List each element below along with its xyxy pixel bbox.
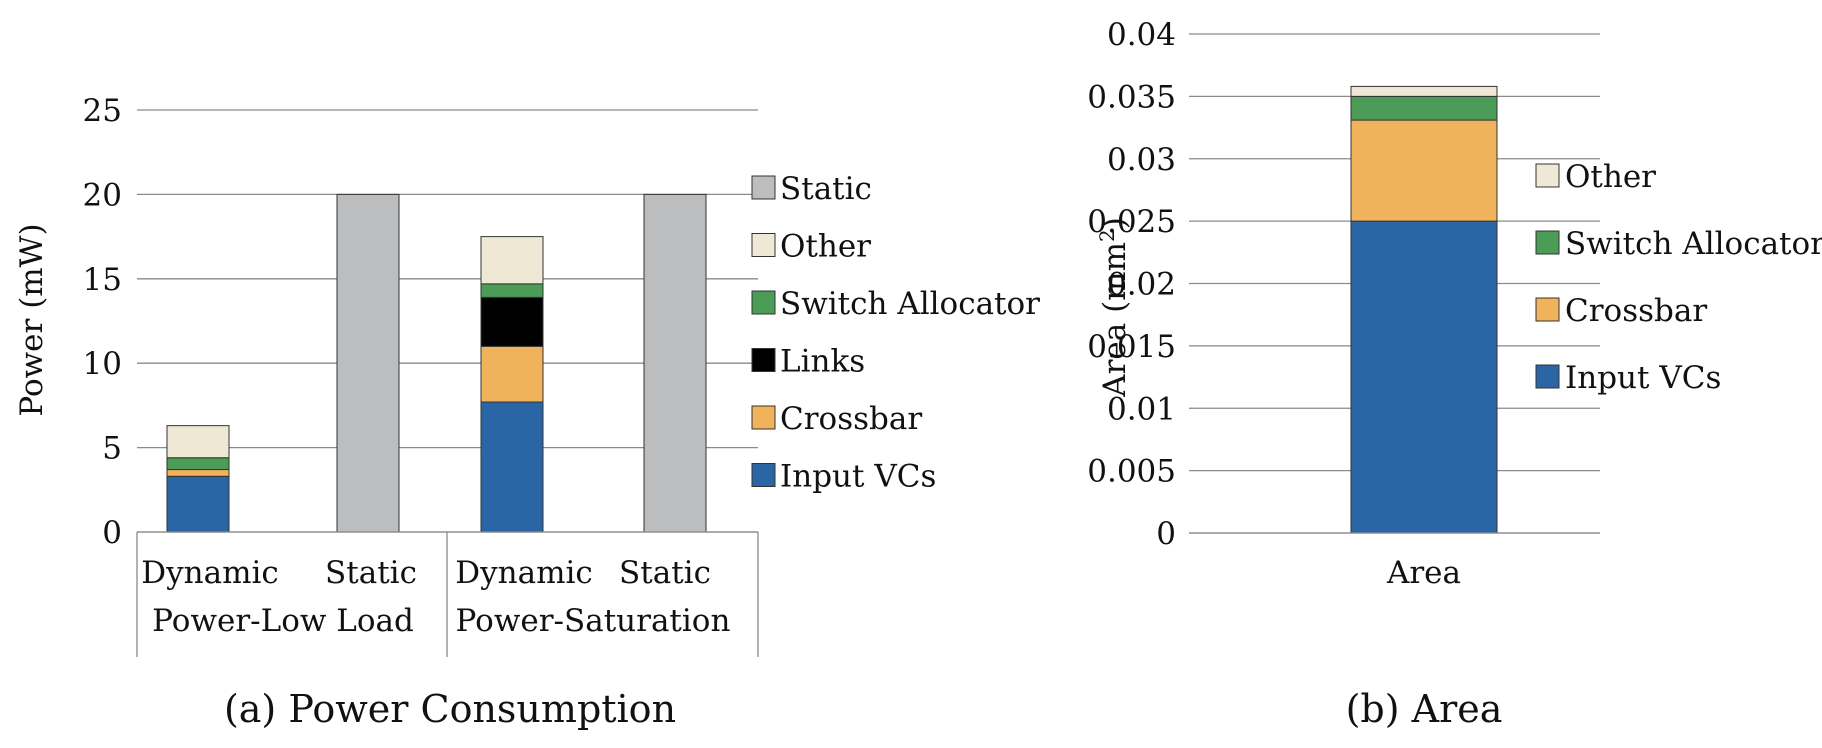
y-tick-label: 0.02 xyxy=(1107,267,1176,303)
bar-segment-other xyxy=(480,236,544,285)
bar-segment-switch-allocator xyxy=(166,457,230,471)
legend: Static Other Switch Allocator Links Crossbar… xyxy=(751,171,1040,495)
legend-label: Static xyxy=(780,171,872,207)
y-tick-label: 0.005 xyxy=(1087,454,1176,490)
legend-swatch-other xyxy=(751,233,776,257)
y-tick-labels: 0 5 10 15 20 25 xyxy=(83,93,122,551)
y-tick-label: 0.03 xyxy=(1107,142,1176,178)
bar-segment-static xyxy=(336,193,400,533)
legend-label: Input VCs xyxy=(1565,360,1721,396)
bars xyxy=(1350,85,1498,534)
x-tick-label: Area xyxy=(1386,555,1461,591)
x-axis: Dynamic Static Dynamic Static Power-Low Load… xyxy=(136,531,759,657)
bar-segment-static xyxy=(643,193,707,533)
x-group-label: Power-Saturation xyxy=(456,603,731,639)
bar-segment-input-vcs xyxy=(480,401,544,533)
legend-label: Other xyxy=(1565,159,1656,195)
y-tick-labels: 0 0.005 0.01 0.015 0.02 0.025 0.03 0.035 0.04 xyxy=(1087,17,1176,552)
legend-swatch-other xyxy=(1535,163,1560,188)
x-tick-label: Static xyxy=(325,555,417,591)
bar-segment-switch-allocator xyxy=(480,283,544,298)
legend-label: Switch Allocator xyxy=(780,286,1040,322)
bar-segment-other xyxy=(1350,85,1498,97)
legend-label: Input VCs xyxy=(780,459,936,495)
legend-label: Links xyxy=(780,344,865,380)
area-chart: 0 0.005 0.01 0.015 0.02 0.025 0.03 0.035 0.04 Ar… xyxy=(1087,17,1822,731)
bar-segment-crossbar xyxy=(1350,119,1498,222)
legend-label: Other xyxy=(780,229,871,265)
legend-label: Crossbar xyxy=(1565,293,1707,329)
y-tick-label: 0 xyxy=(1156,516,1176,552)
bar-segment-crossbar xyxy=(480,345,544,403)
legend-swatch-input-vcs xyxy=(751,463,776,487)
y-tick-label: 0.015 xyxy=(1087,329,1176,365)
y-axis-label: Power (mW) xyxy=(14,223,50,416)
bar-segment-input-vcs xyxy=(1350,220,1498,534)
bar-segment-other xyxy=(166,425,230,459)
y-tick-label: 25 xyxy=(83,93,122,129)
x-tick-label: Static xyxy=(619,555,711,591)
y-axis-label: Area (mm2) xyxy=(1095,217,1133,398)
legend-swatch-static xyxy=(751,175,776,200)
y-tick-label: 15 xyxy=(83,262,122,298)
caption-area: (b) Area xyxy=(1346,687,1503,731)
y-tick-label: 0.025 xyxy=(1087,204,1176,240)
x-tick-label: Dynamic xyxy=(455,555,593,591)
legend-label: Switch Allocator xyxy=(1565,226,1822,262)
legend-swatch-links xyxy=(751,348,776,372)
x-tick-label: Dynamic xyxy=(141,555,279,591)
legend-swatch-crossbar xyxy=(751,405,776,430)
legend-swatch-crossbar xyxy=(1535,297,1560,322)
y-tick-label: 20 xyxy=(83,177,122,213)
legend-swatch-switch-allocator xyxy=(1535,230,1560,255)
x-axis: Area xyxy=(1189,532,1600,591)
y-tick-label: 0 xyxy=(102,515,122,551)
bar-segment-crossbar xyxy=(166,469,230,477)
y-tick-label: 10 xyxy=(83,346,122,382)
legend-swatch-input-vcs xyxy=(1535,364,1560,389)
caption-power-consumption: (a) Power Consumption xyxy=(224,687,676,731)
legend-label: Crossbar xyxy=(780,401,922,437)
y-tick-label: 0.035 xyxy=(1087,79,1176,115)
y-tick-label: 5 xyxy=(102,431,122,467)
y-tick-label: 0.01 xyxy=(1107,391,1176,427)
legend-swatch-switch-allocator xyxy=(751,290,776,315)
bar-segment-links xyxy=(480,296,544,347)
bar-segment-switch-allocator xyxy=(1350,95,1498,121)
y-tick-label: 0.04 xyxy=(1107,17,1176,53)
x-group-label: Power-Low Load xyxy=(152,603,414,639)
power-consumption-chart: 0 5 10 15 20 25 Dynamic Static Dynamic Static Pow… xyxy=(14,93,1040,731)
bars xyxy=(166,193,707,533)
bar-segment-input-vcs xyxy=(166,475,230,533)
legend: Other Switch Allocator Crossbar Input VCs xyxy=(1535,159,1822,396)
